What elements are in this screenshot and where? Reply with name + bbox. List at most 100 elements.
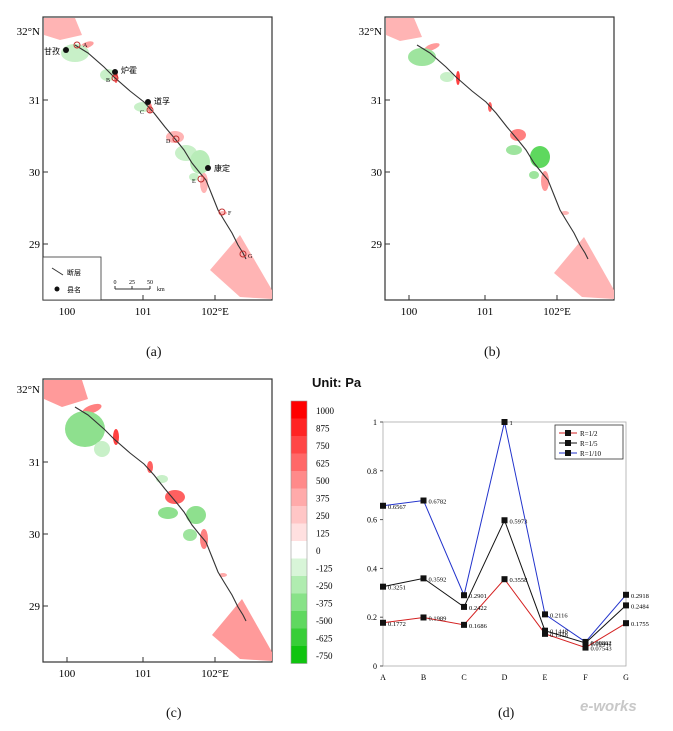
colorbar-swatch	[291, 401, 307, 419]
city-name: 道孚	[154, 96, 170, 106]
lon-label: 102°E	[201, 668, 229, 680]
data-label: 0.07543	[591, 646, 612, 653]
lat-label: 30	[371, 167, 383, 179]
lat-label: 32°N	[17, 384, 40, 396]
fault-line	[74, 44, 247, 260]
colorbar-unit-label: Unit: Pa	[312, 375, 362, 390]
data-point	[582, 644, 589, 651]
point-label: C	[140, 110, 144, 116]
legend-marker	[565, 430, 571, 436]
fault-line	[74, 406, 247, 622]
data-point	[380, 502, 386, 509]
colorbar-swatch	[291, 453, 307, 471]
colorbar-swatch	[291, 436, 307, 454]
lat-label: 30	[29, 529, 41, 541]
colorbar-swatch	[291, 593, 307, 611]
y-tick-label: 1	[373, 418, 377, 427]
lat-label: 29	[29, 601, 41, 613]
lon-label: 101	[135, 306, 152, 315]
lat-label: 31	[371, 95, 382, 107]
lon-label: 100	[59, 668, 76, 680]
legend-county-symbol	[54, 286, 60, 292]
lon-label: 101	[135, 668, 152, 680]
legend-marker	[565, 440, 571, 446]
colorbar-level-label: -750	[316, 651, 333, 661]
data-label: 0.2116	[550, 612, 568, 619]
point-label: G	[248, 254, 253, 260]
map-panel-a: 32°N 31 30 29 100 101 102°E 甘孜 炉霍 道孚 康定 …	[17, 16, 273, 315]
colorbar: 1000 875 750 625 500 375 250 125 0 -125 -250 -375 -5…	[290, 400, 335, 664]
colorbar-level-label: 1000	[316, 406, 335, 416]
data-point	[461, 592, 467, 599]
data-label: 0.6567	[388, 504, 407, 511]
colorbar-level-label: 500	[316, 476, 330, 486]
data-point	[623, 620, 629, 627]
line-chart: 0 0.2 0.4 0.6 0.8 1 A B C D E F G 0.1772 0.1989 0.1686 0…	[367, 418, 650, 682]
colorbar-level-label: -375	[316, 598, 333, 608]
legend-label: R=1/10	[580, 450, 602, 458]
svg-text:0: 0	[114, 280, 117, 286]
watermark: e-works	[580, 698, 637, 715]
city-marker	[205, 165, 211, 171]
lat-label: 30	[29, 167, 41, 179]
lon-label: 100	[59, 306, 76, 315]
point-label: A	[83, 43, 88, 49]
y-tick-label: 0	[373, 662, 377, 671]
colorbar-swatch	[291, 558, 307, 576]
colorbar-level-label: -500	[316, 616, 333, 626]
x-tick-label: G	[623, 673, 629, 682]
colorbar-swatch	[291, 523, 307, 541]
data-label: 0.1448	[550, 629, 568, 636]
chart-legend: R=1/2 R=1/5 R=1/10	[554, 424, 624, 460]
y-tick-label: 0.8	[367, 467, 377, 476]
y-tick-label: 0.4	[367, 564, 377, 573]
city-marker	[112, 69, 118, 75]
x-tick-label: A	[380, 673, 386, 682]
lat-label: 32°N	[359, 26, 382, 38]
city-name: 甘孜	[44, 46, 60, 56]
colorbar-swatch	[291, 576, 307, 594]
data-point	[380, 619, 386, 626]
legend-county-label: 县名	[67, 285, 81, 294]
x-tick-label: D	[502, 673, 508, 682]
city-marker	[145, 99, 151, 105]
data-point	[461, 603, 467, 610]
panel-caption: (d)	[498, 706, 515, 721]
data-label: 0.2901	[469, 593, 487, 600]
data-label: 0.1686	[469, 623, 488, 630]
panel-caption: (c)	[166, 706, 182, 721]
point-label: E	[192, 179, 196, 185]
colorbar-level-label: 750	[316, 441, 330, 451]
panel-caption: (b)	[484, 345, 501, 360]
data-point	[420, 497, 427, 504]
data-point	[461, 621, 467, 628]
legend-fault-symbol	[51, 267, 64, 276]
colorbar-level-label: -125	[316, 563, 333, 573]
colorbar-swatch	[291, 611, 307, 629]
data-point	[501, 419, 508, 425]
data-label: 0.2918	[631, 593, 649, 600]
lat-label: 32°N	[17, 26, 40, 38]
data-label: 0.5973	[510, 518, 528, 525]
point-label: F	[228, 211, 232, 217]
map-panel-b: 32°N 31 30 29 100 101 102°E	[359, 16, 615, 315]
svg-text:50: 50	[147, 280, 153, 286]
lat-label: 29	[371, 239, 383, 251]
data-label: 1	[510, 420, 513, 427]
svg-text:25: 25	[129, 280, 135, 286]
lon-label: 102°E	[201, 306, 229, 315]
map-panel-c: 32°N 31 30 29 100 101 102°E	[17, 378, 273, 680]
legend-label: R=1/5	[580, 440, 598, 448]
colorbar-border	[290, 400, 308, 664]
colorbar-level-label: 125	[316, 528, 330, 538]
data-point	[420, 614, 427, 621]
colorbar-level-label: 625	[316, 458, 330, 468]
colorbar-level-label: 0	[316, 546, 321, 556]
scale-bar: 0 25 50 km	[114, 280, 166, 293]
colorbar-level-label: 250	[316, 511, 330, 521]
data-point	[420, 575, 427, 582]
data-label: 0.3251	[388, 585, 406, 592]
colorbar-swatch	[291, 646, 307, 664]
data-point	[623, 591, 629, 598]
data-label: 0.09862	[591, 640, 612, 647]
